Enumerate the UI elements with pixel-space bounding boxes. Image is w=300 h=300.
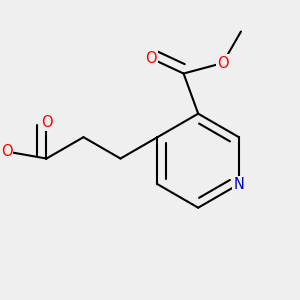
Text: O: O xyxy=(41,115,52,130)
Text: O: O xyxy=(1,144,12,159)
Text: O: O xyxy=(145,51,157,66)
Text: O: O xyxy=(217,56,229,70)
Text: N: N xyxy=(233,177,244,192)
